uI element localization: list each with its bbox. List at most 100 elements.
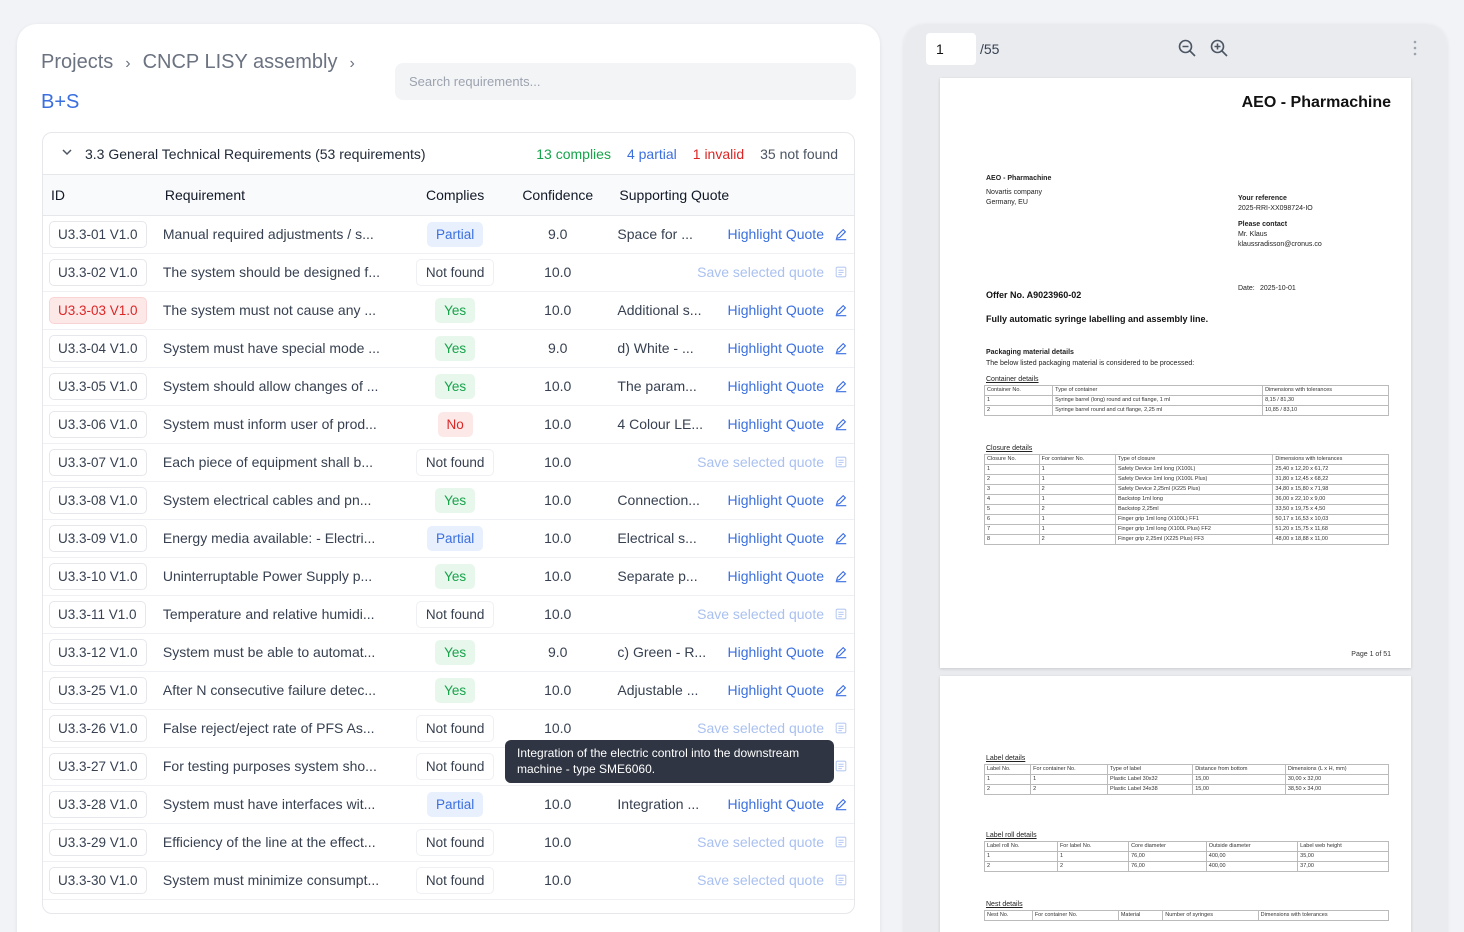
requirement-id[interactable]: U3.3-11 V1.0: [49, 600, 146, 628]
zoom-out-icon[interactable]: [1177, 38, 1197, 58]
save-quote-icon[interactable]: [834, 873, 848, 887]
table-row[interactable]: U3.3-04 V1.0 System must have special mod…: [43, 329, 854, 368]
requirement-id[interactable]: U3.3-25 V1.0: [49, 676, 147, 704]
highlight-quote-link[interactable]: Highlight Quote: [727, 530, 824, 546]
table-row[interactable]: U3.3-25 V1.0 After N consecutive failure …: [43, 671, 854, 710]
highlight-pen-icon[interactable]: [834, 341, 848, 355]
requirement-id[interactable]: U3.3-26 V1.0: [49, 714, 147, 742]
complies-badge[interactable]: Yes: [435, 297, 476, 323]
highlight-quote-link[interactable]: Highlight Quote: [727, 340, 824, 356]
table-row[interactable]: U3.3-10 V1.0 Uninterruptable Power Supply…: [43, 557, 854, 596]
complies-badge[interactable]: Yes: [435, 677, 476, 703]
highlight-pen-icon[interactable]: [834, 569, 848, 583]
table-row[interactable]: U3.3-08 V1.0 System electrical cables and…: [43, 481, 854, 520]
complies-badge[interactable]: Partial: [427, 525, 484, 551]
save-selected-quote-link[interactable]: Save selected quote: [697, 454, 824, 470]
requirement-id[interactable]: U3.3-30 V1.0: [49, 866, 147, 894]
requirement-id[interactable]: U3.3-27 V1.0: [49, 752, 147, 780]
highlight-quote-link[interactable]: Highlight Quote: [727, 796, 824, 812]
table-row[interactable]: U3.3-03 V1.0 The system must not cause an…: [43, 291, 854, 330]
highlight-quote-link[interactable]: Highlight Quote: [727, 416, 824, 432]
chevron-down-icon[interactable]: [61, 146, 75, 161]
complies-badge[interactable]: Not found: [415, 866, 495, 894]
complies-badge[interactable]: Not found: [415, 714, 495, 742]
requirement-id[interactable]: U3.3-09 V1.0: [49, 524, 147, 552]
save-selected-quote-link[interactable]: Save selected quote: [697, 872, 824, 888]
requirement-id[interactable]: U3.3-12 V1.0: [49, 638, 147, 666]
table-row[interactable]: U3.3-02 V1.0 The system should be designe…: [43, 253, 854, 292]
requirement-id[interactable]: U3.3-04 V1.0: [49, 334, 147, 362]
requirement-id[interactable]: U3.3-01 V1.0: [49, 220, 147, 248]
save-quote-icon[interactable]: [834, 721, 848, 735]
highlight-quote-link[interactable]: Highlight Quote: [727, 682, 824, 698]
save-quote-icon[interactable]: [834, 455, 848, 469]
complies-badge[interactable]: Partial: [427, 221, 484, 247]
complies-badge[interactable]: Not found: [415, 448, 495, 476]
breadcrumb-project[interactable]: CNCP LISY assembly: [142, 51, 338, 73]
requirement-id[interactable]: U3.3-03 V1.0: [49, 296, 147, 324]
table-row[interactable]: U3.3-06 V1.0 System must inform user of p…: [43, 405, 854, 444]
complies-badge[interactable]: Not found: [415, 752, 495, 780]
table-row[interactable]: U3.3-29 V1.0 Efficiency of the line at th…: [43, 823, 854, 862]
save-selected-quote-link[interactable]: Save selected quote: [697, 834, 824, 850]
col-complies[interactable]: Complies: [406, 175, 505, 216]
complies-badge[interactable]: Partial: [427, 791, 484, 817]
complies-badge[interactable]: Yes: [435, 487, 476, 513]
highlight-quote-link[interactable]: Highlight Quote: [727, 302, 824, 318]
section-header[interactable]: 3.3 General Technical Requirements (53 r…: [43, 133, 854, 175]
requirement-id[interactable]: U3.3-02 V1.0: [49, 258, 147, 286]
save-quote-icon[interactable]: [834, 265, 848, 279]
col-requirement[interactable]: Requirement: [156, 175, 407, 216]
highlight-pen-icon[interactable]: [834, 303, 848, 317]
requirement-id[interactable]: U3.3-05 V1.0: [49, 372, 147, 400]
page-number-input[interactable]: [926, 33, 976, 65]
highlight-pen-icon[interactable]: [834, 645, 848, 659]
requirement-id[interactable]: U3.3-10 V1.0: [49, 562, 147, 590]
highlight-pen-icon[interactable]: [834, 493, 848, 507]
save-quote-icon[interactable]: [834, 759, 848, 773]
col-quote[interactable]: Supporting Quote: [611, 175, 854, 216]
complies-badge[interactable]: Yes: [435, 335, 476, 361]
zoom-in-icon[interactable]: [1209, 38, 1229, 58]
save-quote-icon[interactable]: [834, 607, 848, 621]
table-row[interactable]: U3.3-09 V1.0 Energy media available: - El…: [43, 519, 854, 558]
requirement-id[interactable]: U3.3-28 V1.0: [49, 790, 147, 818]
table-row[interactable]: U3.3-11 V1.0 Temperature and relative hum…: [43, 595, 854, 634]
highlight-pen-icon[interactable]: [834, 797, 848, 811]
complies-badge[interactable]: Not found: [415, 600, 495, 628]
table-row[interactable]: U3.3-07 V1.0 Each piece of equipment shal…: [43, 443, 854, 482]
search-input[interactable]: [395, 63, 856, 100]
requirement-id[interactable]: U3.3-08 V1.0: [49, 486, 147, 514]
complies-badge[interactable]: Not found: [415, 258, 495, 286]
table-row[interactable]: U3.3-05 V1.0 System should allow changes …: [43, 367, 854, 406]
breadcrumb-projects[interactable]: Projects: [41, 51, 114, 73]
highlight-quote-link[interactable]: Highlight Quote: [727, 378, 824, 394]
table-row[interactable]: U3.3-30 V1.0 System must minimize consump…: [43, 861, 854, 900]
requirement-id[interactable]: U3.3-07 V1.0: [49, 448, 147, 476]
complies-badge[interactable]: Yes: [435, 639, 476, 665]
highlight-quote-link[interactable]: Highlight Quote: [727, 568, 824, 584]
requirement-id[interactable]: U3.3-06 V1.0: [49, 410, 147, 438]
table-row[interactable]: U3.3-01 V1.0 Manual required adjustments …: [43, 215, 854, 254]
complies-badge[interactable]: No: [437, 411, 473, 437]
col-confidence[interactable]: Confidence: [504, 175, 612, 216]
complies-badge[interactable]: Yes: [435, 373, 476, 399]
highlight-quote-link[interactable]: Highlight Quote: [727, 492, 824, 508]
table-row[interactable]: U3.3-12 V1.0 System must be able to autom…: [43, 633, 854, 672]
requirement-id[interactable]: U3.3-29 V1.0: [49, 828, 147, 856]
save-selected-quote-link[interactable]: Save selected quote: [697, 720, 824, 736]
pdf-canvas[interactable]: AEO - Pharmachine AEO - Pharmachine Nova…: [904, 74, 1447, 932]
save-quote-icon[interactable]: [834, 835, 848, 849]
highlight-pen-icon[interactable]: [834, 683, 848, 697]
save-selected-quote-link[interactable]: Save selected quote: [697, 606, 824, 622]
highlight-pen-icon[interactable]: [834, 531, 848, 545]
save-selected-quote-link[interactable]: Save selected quote: [697, 264, 824, 280]
highlight-pen-icon[interactable]: [834, 379, 848, 393]
col-id[interactable]: ID: [43, 175, 157, 216]
highlight-quote-link[interactable]: Highlight Quote: [727, 644, 824, 660]
highlight-quote-link[interactable]: Highlight Quote: [727, 226, 824, 242]
complies-badge[interactable]: Not found: [415, 828, 495, 856]
complies-badge[interactable]: Yes: [435, 563, 476, 589]
highlight-pen-icon[interactable]: [834, 417, 848, 431]
table-row[interactable]: U3.3-28 V1.0 System must have interfaces …: [43, 785, 854, 824]
